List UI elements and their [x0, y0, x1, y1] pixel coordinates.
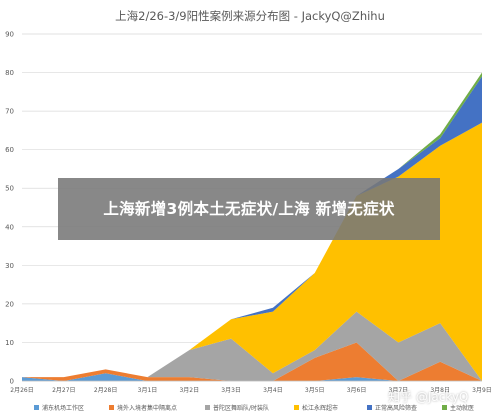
x-tick-label: 3月5日	[305, 387, 325, 394]
y-tick-label: 50	[5, 185, 14, 193]
x-tick-label: 3月6日	[347, 387, 367, 394]
area-series	[22, 122, 482, 382]
y-tick-label: 60	[5, 146, 14, 154]
legend-swatch	[367, 405, 372, 410]
legend-item: 松江永辉超市	[294, 403, 338, 412]
legend-label: 境外入境者集中隔离点	[117, 405, 178, 412]
x-tick-label: 2月28日	[94, 387, 117, 394]
legend-item: 主动就医	[442, 403, 474, 412]
headline-overlay: 上海新增3例本土无症状/上海 新增无症状	[58, 178, 440, 240]
legend-item: 浦东机场工作区	[34, 403, 84, 412]
x-tick-label: 3月2日	[179, 387, 199, 394]
chart-title: 上海2/26-3/9阳性案例来源分布图 - JackyQ@Zhihu	[115, 9, 385, 23]
y-tick-label: 30	[5, 262, 14, 270]
x-tick-label: 2月26日	[10, 387, 33, 394]
x-tick-label: 3月3日	[221, 387, 241, 394]
y-tick-label: 40	[5, 223, 14, 231]
x-tick-label: 3月7日	[389, 387, 409, 394]
x-tick-label: 3月9日	[472, 387, 492, 394]
y-tick-label: 70	[5, 108, 14, 116]
legend-label: 浦东机场工作区	[42, 405, 85, 412]
area-series	[22, 311, 482, 381]
legend-swatch	[294, 405, 299, 410]
y-tick-label: 80	[5, 69, 14, 77]
legend-label: 主动就医	[450, 405, 475, 412]
x-tick-label: 3月1日	[138, 387, 158, 394]
legend-swatch	[205, 405, 210, 410]
legend-label: 普陀区舞蹈队/时装队	[213, 405, 270, 412]
x-tick-label: 3月4日	[263, 387, 283, 394]
legend-label: 正常高风险筛查	[375, 405, 418, 412]
legend-swatch	[109, 405, 114, 410]
y-tick-label: 20	[5, 300, 14, 308]
y-tick-label: 10	[5, 339, 14, 347]
chart-legend: 浦东机场工作区 境外入境者集中隔离点 普陀区舞蹈队/时装队 松江永辉超市 正常高风险筛查…	[0, 403, 500, 415]
legend-swatch	[34, 405, 39, 410]
headline-text: 上海新增3例本土无症状/上海 新增无症状	[103, 199, 395, 218]
legend-label: 松江永辉超市	[302, 405, 339, 412]
x-tick-label: 2月27日	[52, 387, 75, 394]
y-tick-label: 0	[10, 378, 14, 386]
area-series	[22, 373, 482, 381]
y-tick-label: 90	[5, 31, 14, 39]
legend-item: 境外入境者集中隔离点	[109, 403, 177, 412]
legend-item: 普陀区舞蹈队/时装队	[205, 403, 269, 412]
watermark: 知乎 @JackyQ	[388, 390, 469, 404]
area-series	[22, 342, 482, 381]
x-tick-label: 3月8日	[430, 387, 450, 394]
legend-item: 正常高风险筛查	[367, 403, 417, 412]
legend-swatch	[442, 405, 447, 410]
